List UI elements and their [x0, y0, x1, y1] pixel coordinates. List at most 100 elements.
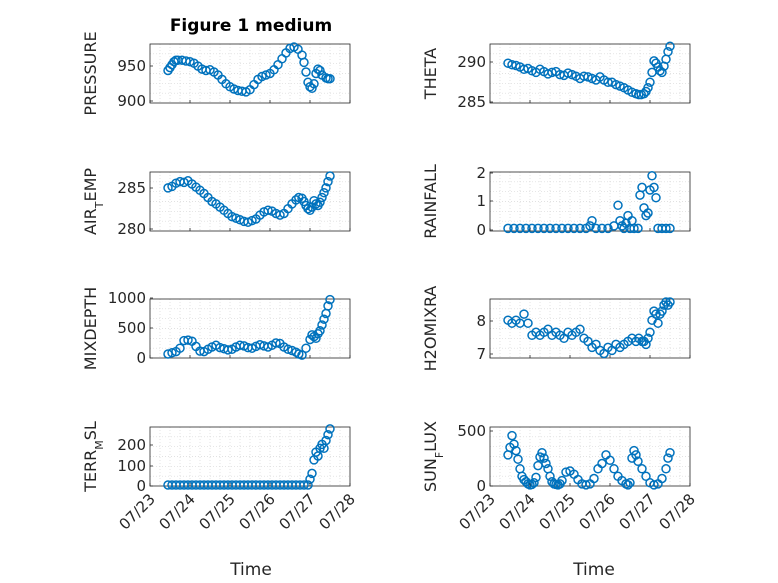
data-point — [603, 223, 613, 234]
y-axis-label: PRESSURE — [81, 31, 100, 115]
y-axis-label: SUNFLUX — [421, 421, 446, 492]
data-point — [531, 472, 541, 483]
data-point — [581, 480, 591, 490]
data-point — [661, 223, 671, 234]
data-point — [597, 458, 607, 469]
y-axis-label: H2OMIXRA — [421, 286, 440, 372]
axes-box — [149, 171, 351, 232]
data-point — [321, 435, 331, 446]
data-point — [301, 67, 311, 77]
y-tick-label: 0 — [476, 221, 486, 239]
data-point — [625, 478, 635, 488]
data-point — [637, 464, 647, 474]
data-point — [299, 57, 309, 68]
y-tick-label: 285 — [457, 93, 486, 111]
data-point — [653, 318, 663, 328]
axes-box — [489, 298, 691, 359]
data-point — [645, 327, 655, 338]
y-axis-label: MIXDEPTH — [81, 287, 100, 370]
data-point — [657, 473, 667, 484]
data-point — [509, 439, 519, 449]
data-point — [545, 223, 555, 234]
y-tick-label: 0 — [476, 477, 486, 495]
axes-box — [149, 426, 351, 487]
data-point — [503, 223, 513, 234]
axes-box — [149, 43, 351, 104]
data-point — [317, 320, 327, 330]
data-point — [315, 326, 325, 336]
x-axis-label-right: Time — [572, 560, 615, 580]
x-tick-label: 07/25 — [196, 490, 239, 533]
data-point — [271, 338, 281, 348]
data-point — [323, 301, 333, 311]
data-point — [575, 324, 585, 335]
y-axis-label: TERRMSL — [81, 421, 106, 493]
y-tick-label: 500 — [117, 319, 146, 337]
data-point — [317, 192, 327, 203]
data-point — [613, 200, 623, 211]
data-point — [575, 223, 585, 234]
data-point — [303, 480, 313, 490]
data-point — [629, 223, 639, 234]
data-point — [633, 456, 643, 467]
figure-title: Figure 1 medium — [170, 16, 332, 36]
data-point — [605, 455, 615, 466]
y-tick-label: 290 — [457, 53, 486, 71]
data-point — [183, 335, 193, 345]
data-point — [665, 223, 675, 234]
data-point — [657, 67, 667, 78]
data-point — [641, 339, 651, 350]
x-tick-label: 07/27 — [616, 490, 659, 533]
data-point — [587, 215, 597, 226]
y-tick-label: 1000 — [108, 289, 146, 307]
x-tick-label: 07/26 — [236, 490, 279, 533]
data-point — [539, 223, 549, 234]
data-point — [609, 464, 619, 474]
data-point — [283, 344, 293, 355]
subplot-pressure: 900 950 PRESSURE — [81, 31, 351, 116]
y-tick-label: 2 — [476, 164, 486, 182]
data-point — [511, 445, 521, 456]
data-point — [647, 171, 657, 181]
x-tick-label: 07/23 — [116, 490, 159, 533]
data-point — [307, 468, 317, 479]
data-point — [643, 333, 653, 344]
data-point — [597, 223, 607, 234]
data-point — [301, 343, 311, 353]
x-tick-label: 07/23 — [456, 490, 499, 533]
data-point — [527, 479, 537, 490]
subplot-h2omixra: 7 8 H2OMIXRA — [421, 286, 691, 372]
data-point — [591, 223, 601, 234]
data-point — [527, 223, 537, 234]
data-point — [665, 447, 675, 458]
data-point — [615, 215, 625, 226]
data-point — [325, 171, 335, 181]
axes-box — [149, 298, 351, 359]
data-point — [663, 453, 673, 463]
data-point — [515, 223, 525, 234]
data-point — [545, 471, 555, 482]
y-tick-label: 950 — [117, 57, 146, 75]
data-point — [311, 333, 321, 344]
data-point — [325, 73, 335, 84]
data-point — [323, 176, 333, 187]
data-point — [319, 314, 329, 324]
data-point — [645, 77, 655, 88]
data-point — [315, 65, 325, 76]
y-tick-label: 900 — [117, 92, 146, 110]
data-point — [325, 424, 335, 434]
data-point — [557, 475, 567, 486]
data-point — [321, 183, 331, 193]
y-tick-label: 7 — [476, 345, 486, 363]
data-point — [175, 343, 185, 353]
data-point — [537, 447, 547, 458]
y-tick-label: 100 — [117, 457, 146, 475]
data-point — [651, 192, 661, 203]
x-tick-label: 07/28 — [316, 490, 359, 533]
data-point — [541, 458, 551, 469]
data-point — [649, 182, 659, 193]
data-point — [167, 348, 177, 358]
data-point — [589, 473, 599, 484]
data-point — [557, 223, 567, 234]
